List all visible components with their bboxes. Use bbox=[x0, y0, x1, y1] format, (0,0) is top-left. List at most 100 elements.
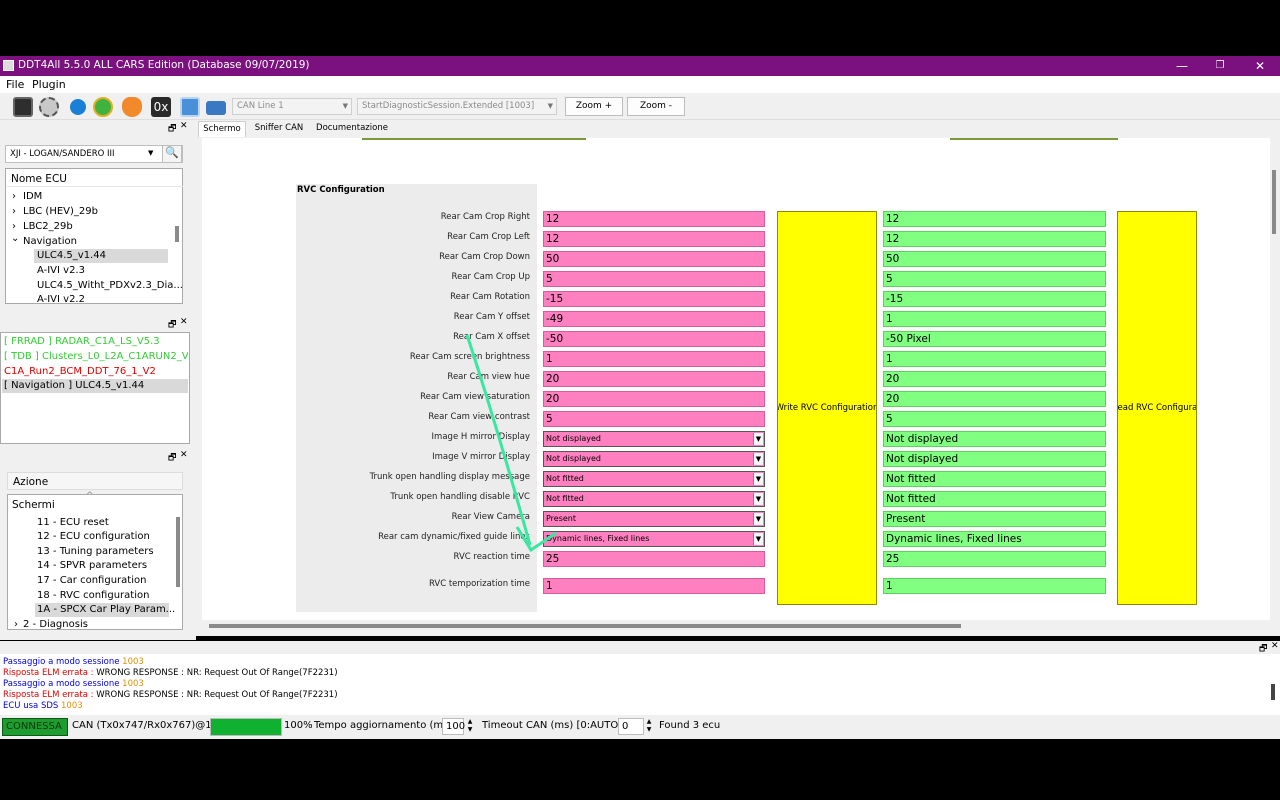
title-bar: DDT4All 5.5.0 ALL CARS Edition (Database… bbox=[0, 56, 1280, 76]
float-icon[interactable]: 🗗 bbox=[168, 124, 177, 134]
ecu-list-item[interactable]: [ Navigation ] ULC4.5_v1.44 bbox=[4, 380, 145, 391]
ecu-list-item[interactable]: [ TDB ] Clusters_L0_L2A_C1ARUN2_V08.0 bbox=[4, 351, 188, 362]
refresh-value: 100 bbox=[446, 721, 466, 732]
read-rvc-button[interactable]: Read RVC Configuration bbox=[1117, 211, 1197, 605]
param-input[interactable]: 5 bbox=[543, 411, 765, 427]
spin-arrows-icon[interactable]: ▲ ▼ bbox=[646, 718, 652, 733]
param-select[interactable]: Not fitted ▼ bbox=[543, 491, 765, 507]
valve-icon[interactable] bbox=[206, 101, 226, 115]
ecu-list-item[interactable]: [ FRRAD ] RADAR_C1A_LS_V5.3 bbox=[4, 336, 160, 347]
close-icon[interactable]: ✕ bbox=[1271, 641, 1279, 651]
close-icon[interactable]: ✕ bbox=[180, 121, 188, 131]
close-icon[interactable]: ✕ bbox=[180, 317, 188, 327]
param-input[interactable]: 5 bbox=[543, 271, 765, 287]
ecu-tree-item[interactable]: A-IVI v2.2 bbox=[37, 294, 85, 303]
gear-wheel-icon[interactable] bbox=[39, 97, 59, 117]
write-rvc-button[interactable]: Write RVC Configuration bbox=[777, 211, 877, 605]
monitor-icon[interactable] bbox=[13, 97, 33, 117]
scrollbar-thumb[interactable] bbox=[1271, 684, 1275, 700]
screen-item[interactable]: 18 - RVC configuration bbox=[37, 590, 150, 601]
horizontal-scrollbar[interactable] bbox=[196, 621, 1280, 630]
sync-icon[interactable] bbox=[93, 97, 113, 117]
param-input[interactable]: 50 bbox=[543, 251, 765, 267]
param-select[interactable]: Not fitted ▼ bbox=[543, 471, 765, 487]
screen-item[interactable]: 13 - Tuning parameters bbox=[37, 546, 154, 557]
chevron-down-icon[interactable]: ▼ bbox=[753, 453, 763, 465]
chevron-down-icon[interactable]: ▼ bbox=[753, 533, 763, 545]
menu-file[interactable]: File bbox=[6, 78, 25, 91]
refresh-spinbox[interactable]: 100 bbox=[442, 718, 466, 735]
close-button[interactable]: ✕ bbox=[1254, 59, 1266, 73]
zoom-out-button[interactable]: Zoom - bbox=[627, 97, 685, 116]
ecu-tree-item[interactable]: ULC4.5_v1.44 bbox=[37, 250, 106, 261]
chevron-down-icon[interactable]: ▼ bbox=[753, 433, 763, 445]
heart-signal-icon[interactable] bbox=[122, 97, 142, 117]
float-icon[interactable]: 🗗 bbox=[168, 320, 177, 330]
scrollbar-thumb[interactable] bbox=[175, 226, 179, 242]
param-input[interactable]: 1 bbox=[543, 351, 765, 367]
ecu-list-item[interactable]: C1A_Run2_BCM_DDT_76_1_V2 bbox=[4, 366, 156, 377]
screen-item[interactable]: 17 - Car configuration bbox=[37, 575, 147, 586]
param-input[interactable]: 1 bbox=[543, 578, 765, 594]
tab-sniffer-can[interactable]: Sniffer CAN bbox=[254, 123, 304, 133]
ecu-tree-item[interactable]: LBC2_29b bbox=[23, 221, 73, 232]
expander-icon[interactable]: › bbox=[12, 191, 16, 202]
maximize-button[interactable]: ❐ bbox=[1215, 60, 1225, 71]
screen-item[interactable]: 11 - ECU reset bbox=[37, 517, 109, 528]
vertical-scrollbar[interactable] bbox=[1271, 138, 1278, 620]
search-icon[interactable]: 🔍 bbox=[162, 145, 182, 163]
field-label: Rear Cam view hue bbox=[447, 372, 530, 382]
current-value: 50 bbox=[883, 251, 1106, 267]
ecu-tree-item[interactable]: IDM bbox=[23, 191, 43, 202]
network-icon[interactable] bbox=[180, 97, 200, 117]
param-input[interactable]: 12 bbox=[543, 211, 765, 227]
screen-item[interactable]: 12 - ECU configuration bbox=[37, 531, 150, 542]
expander-icon[interactable]: › bbox=[14, 619, 18, 629]
vehicle-select[interactable]: XJI - LOGAN/SANDERO III ▼ bbox=[5, 145, 183, 163]
param-input[interactable]: 20 bbox=[543, 391, 765, 407]
param-input[interactable]: -15 bbox=[543, 291, 765, 307]
spin-arrows-icon[interactable]: ▲ ▼ bbox=[467, 718, 473, 733]
can-line-select[interactable]: CAN Line 1 ▼ bbox=[232, 98, 352, 115]
menu-plugin[interactable]: Plugin bbox=[32, 78, 66, 91]
minimize-button[interactable]: — bbox=[1176, 59, 1188, 73]
screen-item[interactable]: 14 - SPVR parameters bbox=[37, 560, 148, 571]
timeout-spinbox[interactable]: 0 bbox=[618, 718, 644, 735]
param-select[interactable]: Dynamic lines, Fixed lines ▼ bbox=[543, 531, 765, 547]
param-select[interactable]: Present ▼ bbox=[543, 511, 765, 527]
chevron-down-icon[interactable]: ▼ bbox=[753, 473, 763, 485]
chevron-down-icon[interactable]: ▼ bbox=[753, 493, 763, 505]
param-input[interactable]: 25 bbox=[543, 551, 765, 567]
screen-item[interactable]: 2 - Diagnosis bbox=[23, 619, 88, 629]
current-value: 1 bbox=[883, 578, 1106, 594]
param-select[interactable]: Not displayed ▼ bbox=[543, 431, 765, 447]
ecu-tree-item[interactable]: ULC4.5_Witht_PDXv2.3_Dia... bbox=[37, 280, 183, 291]
expander-icon[interactable]: › bbox=[12, 206, 16, 217]
session-select[interactable]: StartDiagnosticSession.Extended [1003] ▼ bbox=[357, 98, 557, 115]
scrollbar-thumb[interactable] bbox=[209, 624, 961, 628]
scrollbar-thumb[interactable] bbox=[1272, 170, 1276, 234]
param-input[interactable]: -50 bbox=[543, 331, 765, 347]
current-value: -50 Pixel bbox=[883, 331, 1106, 347]
refresh-icon[interactable] bbox=[70, 99, 86, 115]
tab-schermo[interactable]: Schermo bbox=[198, 121, 246, 137]
zoom-in-button[interactable]: Zoom + bbox=[565, 97, 623, 116]
expander-icon[interactable]: › bbox=[12, 221, 16, 232]
scrollbar-thumb[interactable] bbox=[176, 517, 180, 587]
ecu-tree-item[interactable]: Navigation bbox=[23, 236, 77, 247]
hex-icon[interactable]: 0x bbox=[151, 97, 171, 117]
close-icon[interactable]: ✕ bbox=[180, 450, 188, 460]
ecu-tree-item[interactable]: LBC (HEV)_29b bbox=[23, 206, 98, 217]
screen-item[interactable]: 1A - SPCX Car Play Param... bbox=[37, 604, 176, 615]
float-icon[interactable]: 🗗 bbox=[168, 453, 177, 463]
param-input[interactable]: 12 bbox=[543, 231, 765, 247]
param-input[interactable]: -49 bbox=[543, 311, 765, 327]
expander-icon[interactable]: ⌄ bbox=[11, 233, 20, 244]
param-input[interactable]: 20 bbox=[543, 371, 765, 387]
float-icon[interactable]: 🗗 bbox=[1259, 644, 1268, 654]
param-select[interactable]: Not displayed ▼ bbox=[543, 451, 765, 467]
ecu-tree-item[interactable]: A-IVI v2.3 bbox=[37, 265, 85, 276]
tab-documentazione[interactable]: Documentazione bbox=[316, 123, 388, 133]
chevron-down-icon[interactable]: ▼ bbox=[753, 513, 763, 525]
